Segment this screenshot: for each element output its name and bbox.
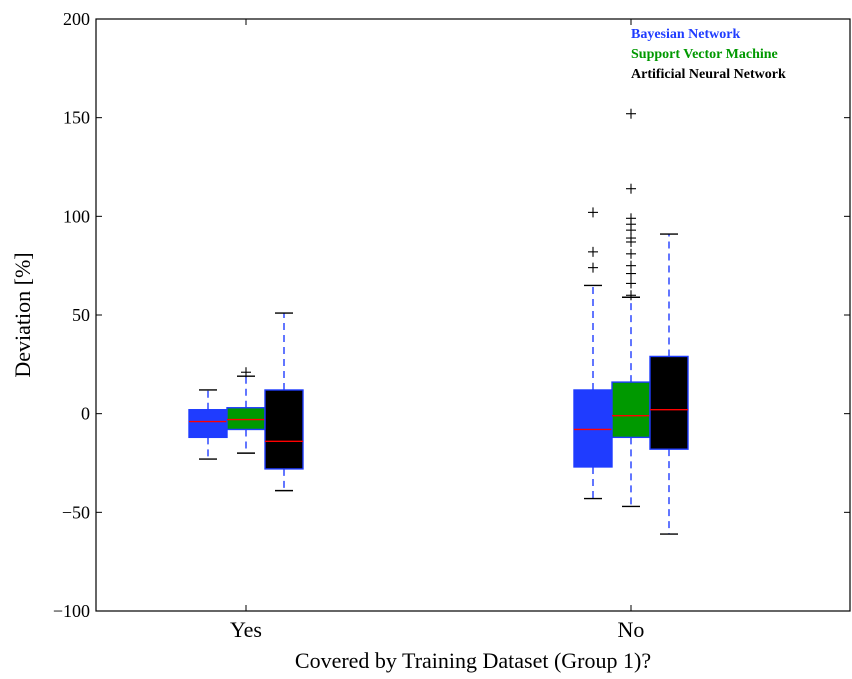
y-tick-label: −50 xyxy=(62,502,90,522)
box-body xyxy=(226,407,266,431)
y-tick-label: 100 xyxy=(63,206,90,226)
legend-entry-support-vector-machine: Support Vector Machine xyxy=(631,47,778,62)
y-tick-label: 50 xyxy=(72,305,90,325)
box-bayesian-network-no xyxy=(573,207,613,500)
plot-area-frame xyxy=(95,18,851,612)
y-tick-label: −100 xyxy=(53,601,90,621)
box-bayesian-network-yes xyxy=(188,389,228,460)
y-axis-title: Deviation [%] xyxy=(10,252,35,377)
x-tick-label-yes: Yes xyxy=(230,617,262,642)
x-axis: Yes No xyxy=(230,19,644,642)
box-artificial-neural-network-no xyxy=(649,233,689,535)
box-plot-series xyxy=(188,108,689,535)
box-body xyxy=(573,389,613,468)
box-body xyxy=(264,389,304,470)
y-tick-label: 200 xyxy=(63,9,90,29)
y-axis: −100 −50 0 50 100 150 200 xyxy=(53,9,850,621)
x-axis-title: Covered by Training Dataset (Group 1)? xyxy=(295,648,651,673)
x-tick-label-no: No xyxy=(618,617,645,642)
box-artificial-neural-network-yes xyxy=(264,312,304,492)
legend: Bayesian Network Support Vector Machine Ar… xyxy=(631,27,786,82)
legend-entry-artificial-neural-network: Artificial Neural Network xyxy=(631,67,786,82)
y-tick-label: 150 xyxy=(63,108,90,128)
y-tick-label: 0 xyxy=(81,404,90,424)
legend-entry-bayesian-network: Bayesian Network xyxy=(631,27,740,42)
box-body xyxy=(611,381,651,439)
box-body xyxy=(188,409,228,439)
box-body xyxy=(649,355,689,450)
box-support-vector-machine-yes xyxy=(226,367,266,454)
box-support-vector-machine-no xyxy=(611,108,651,508)
